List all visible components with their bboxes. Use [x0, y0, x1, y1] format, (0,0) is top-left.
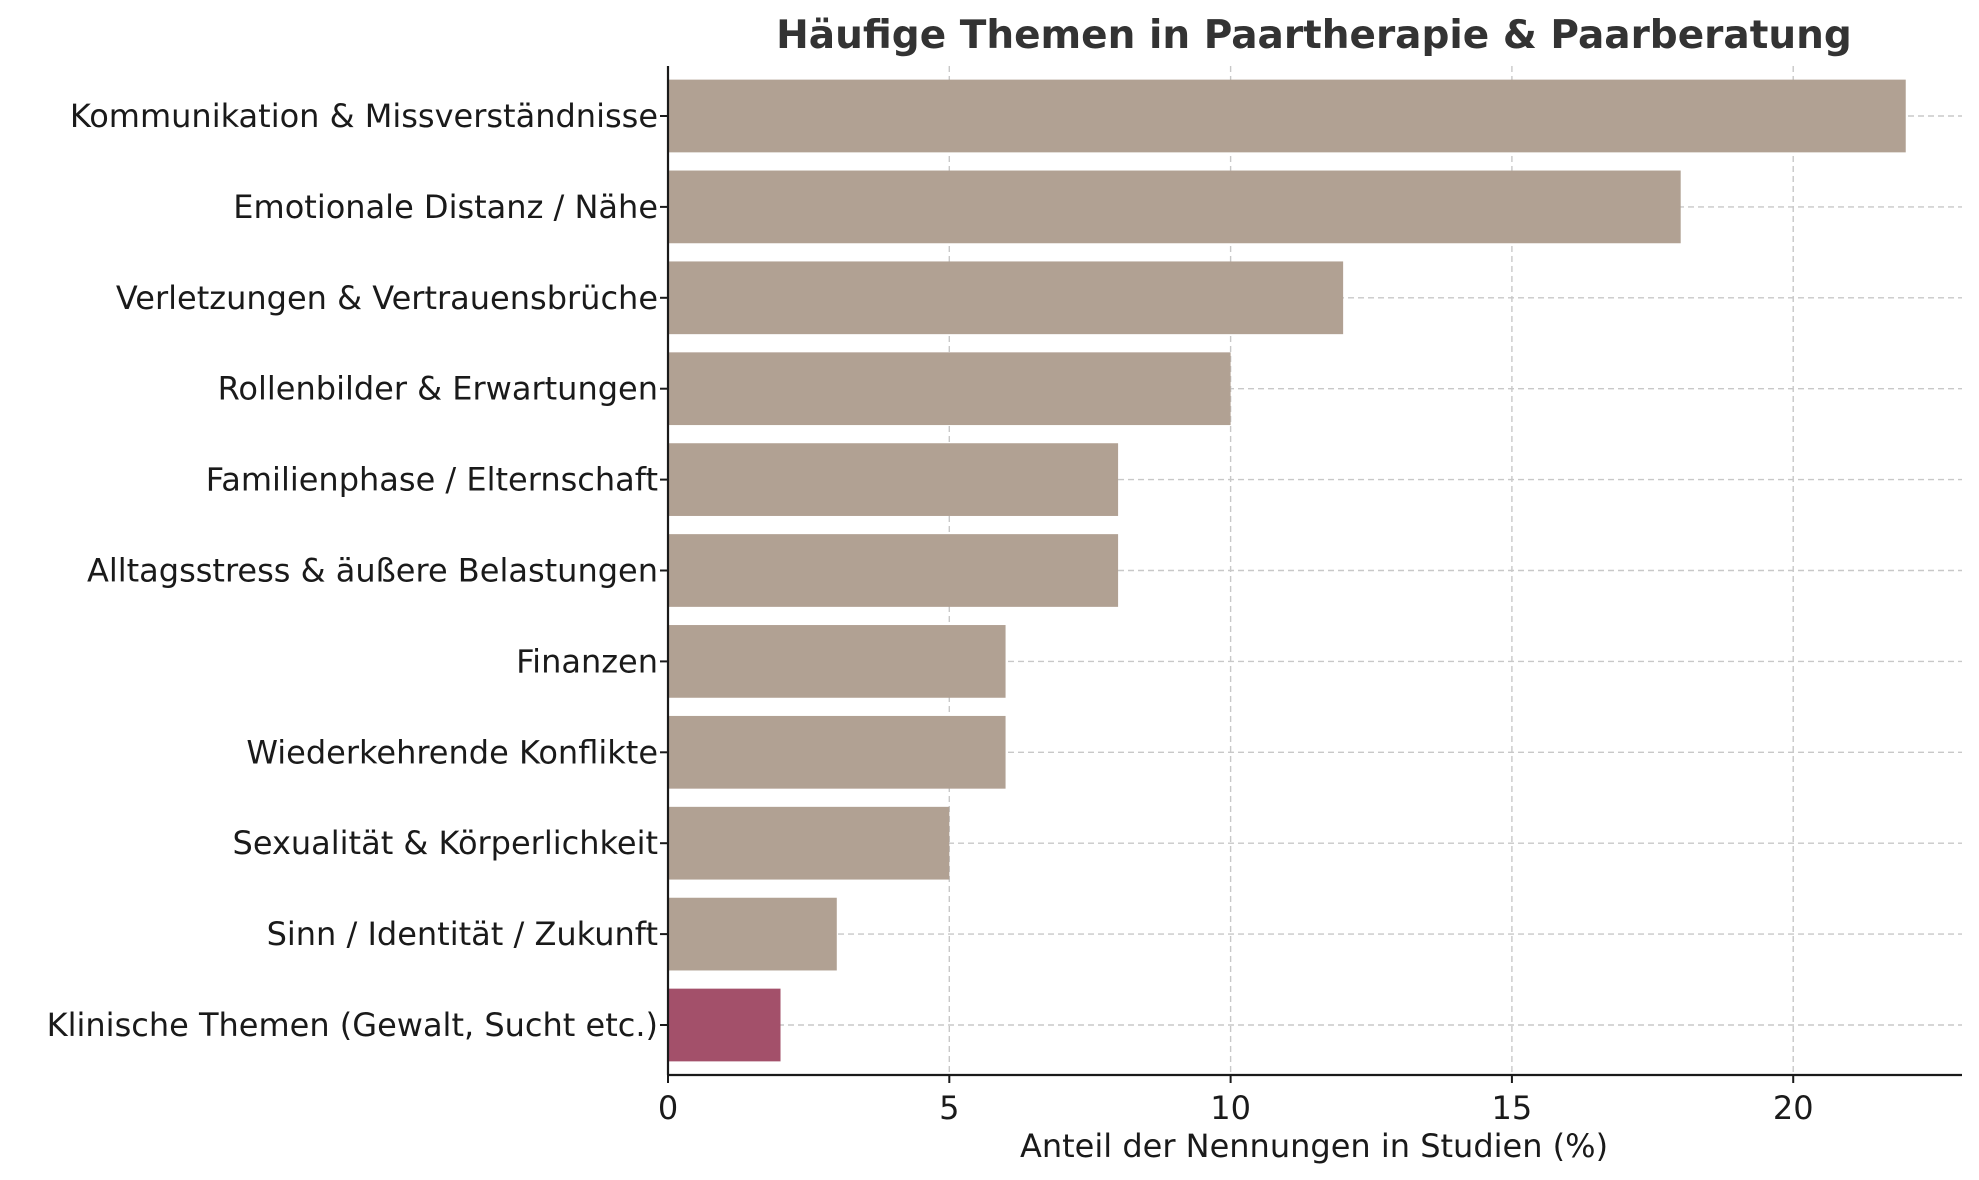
x-axis-ticks: 0 5 10 15 20: [658, 1075, 1814, 1127]
category-label: Klinische Themen (Gewalt, Sucht etc.): [47, 1006, 658, 1044]
x-axis-label: Anteil der Nennungen in Studien (%): [1020, 1127, 1608, 1165]
x-tick-label: 0: [658, 1089, 678, 1127]
category-label: Rollenbilder & Erwartungen: [218, 370, 658, 408]
category-label: Finanzen: [516, 642, 658, 680]
bar: [668, 261, 1344, 335]
bar: [668, 534, 1119, 607]
bar: [668, 443, 1119, 516]
bar: [668, 352, 1231, 426]
x-tick-label: 15: [1492, 1089, 1533, 1127]
x-tick-label: 5: [939, 1089, 959, 1127]
bars: [668, 79, 1906, 1062]
category-label: Alltagsstress & äußere Belastungen: [87, 552, 658, 590]
bar: [668, 170, 1681, 244]
category-label: Sexualität & Körperlichkeit: [233, 824, 659, 862]
y-axis-category-labels: Kommunikation & Missverständnisse Emotion…: [47, 97, 668, 1044]
x-tick-label: 10: [1210, 1089, 1251, 1127]
category-label: Verletzungen & Vertrauensbrüche: [116, 279, 658, 317]
category-label: Wiederkehrende Konflikte: [246, 733, 658, 771]
bar: [668, 625, 1006, 698]
bar: [668, 715, 1006, 789]
bar: [668, 79, 1906, 153]
category-label: Kommunikation & Missverständnisse: [70, 97, 658, 135]
x-tick-label: 20: [1773, 1089, 1814, 1127]
bar: [668, 806, 950, 880]
category-label: Sinn / Identität / Zukunft: [267, 915, 658, 953]
bar: [668, 897, 837, 971]
chart-title: Häufige Themen in Paartherapie & Paarber…: [776, 13, 1852, 58]
bar: [668, 988, 781, 1062]
category-label: Emotionale Distanz / Nähe: [233, 188, 658, 226]
category-label: Familienphase / Elternschaft: [206, 461, 658, 499]
